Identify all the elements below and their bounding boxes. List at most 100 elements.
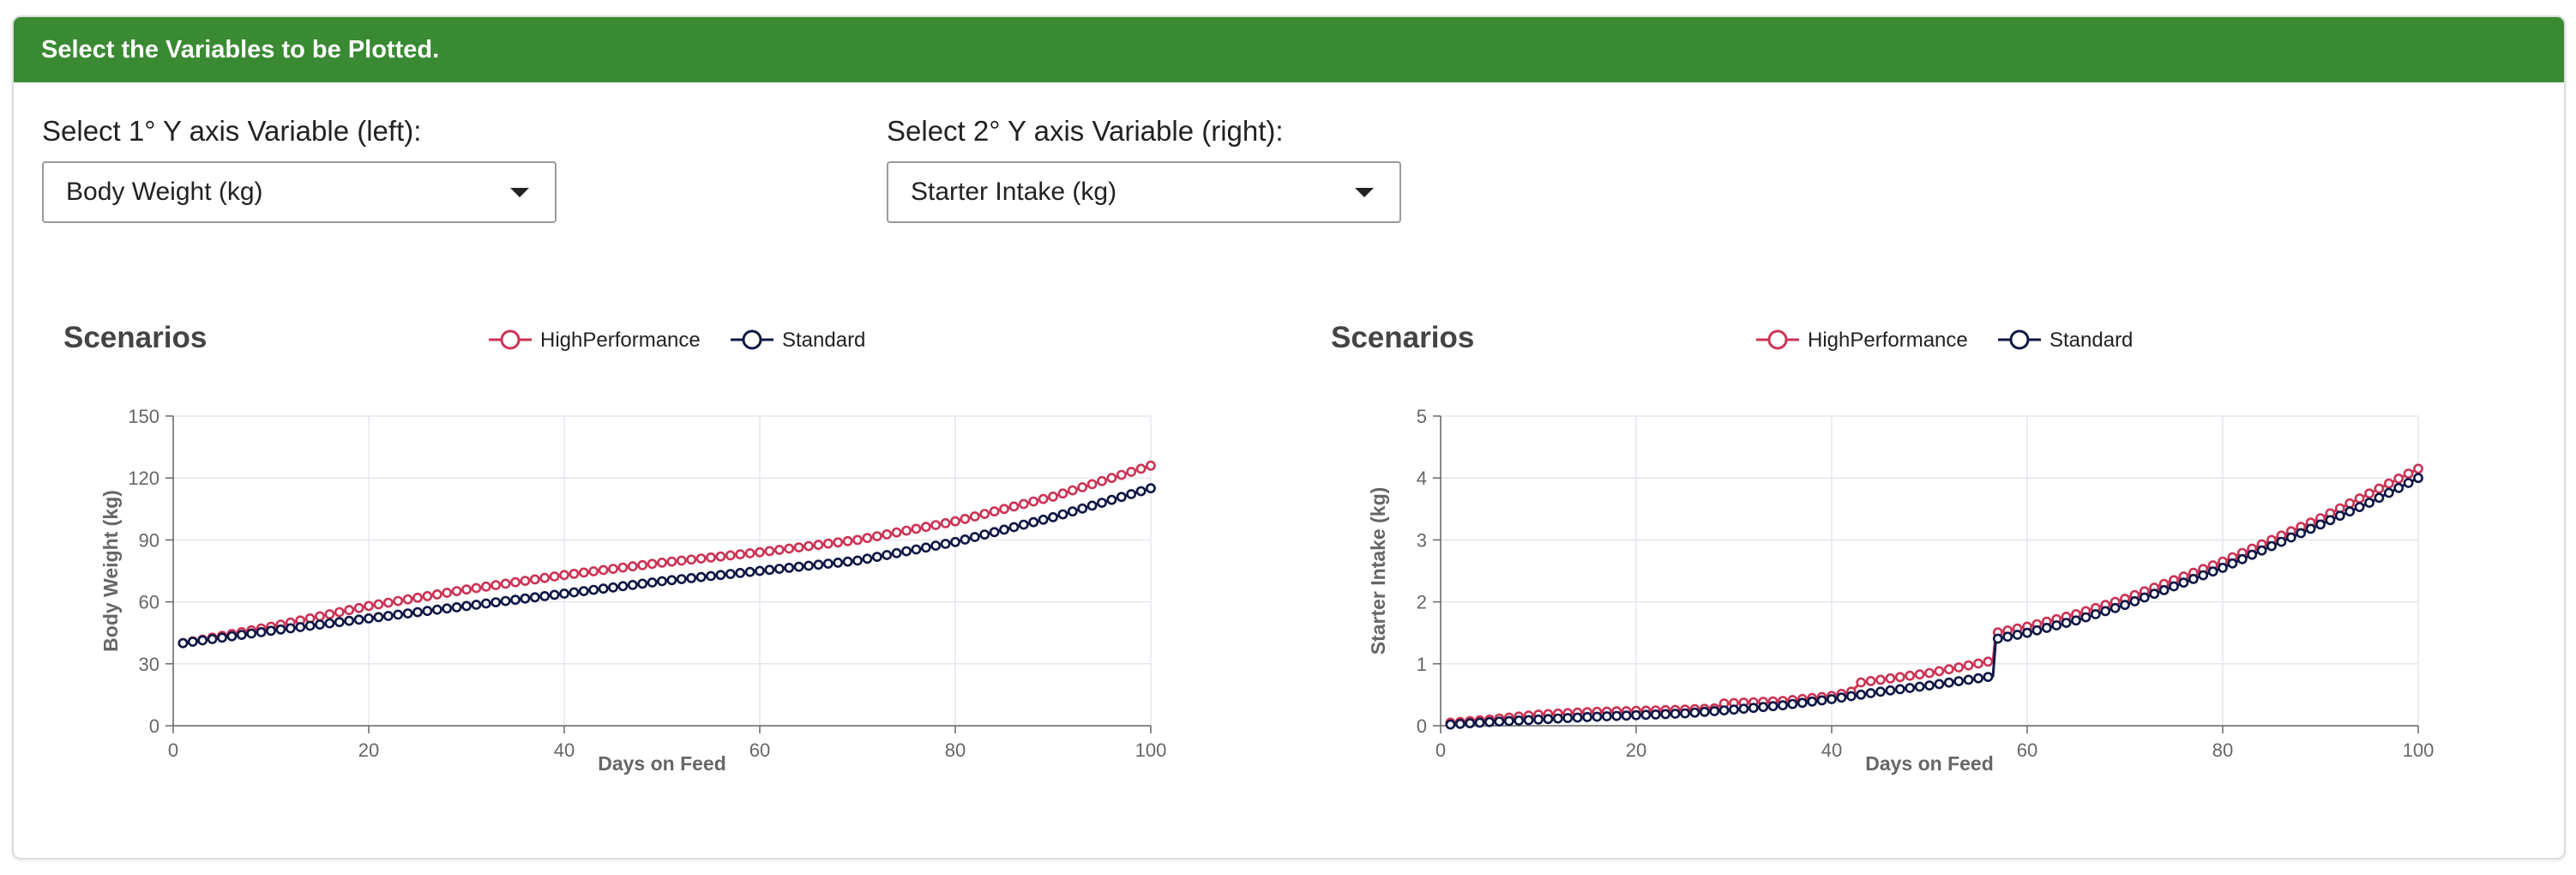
chart1-point-1-19[interactable] — [1621, 710, 1632, 721]
chart1-point-1-66[interactable] — [2080, 612, 2091, 623]
chart0-point-1-100[interactable] — [1146, 483, 1156, 494]
chart1-point-1-34[interactable] — [1767, 701, 1779, 712]
chart1-point-1-27[interactable] — [1699, 706, 1710, 717]
chart0-point-0-15[interactable] — [315, 611, 325, 622]
chart0-point-0-52[interactable] — [676, 555, 687, 566]
chart1-point-0-48[interactable] — [1905, 670, 1916, 681]
chart1-point-1-82[interactable] — [2236, 553, 2248, 564]
chart1-point-1-89[interactable] — [2305, 523, 2316, 534]
chart0-point-1-84[interactable] — [989, 527, 1000, 538]
chart1-point-1-61[interactable] — [2031, 625, 2043, 636]
chart1-point-1-92[interactable] — [2334, 510, 2345, 522]
chart0-point-0-54[interactable] — [695, 553, 707, 564]
chart0-point-0-17[interactable] — [334, 606, 345, 618]
chart1-point-1-24[interactable] — [1670, 709, 1681, 719]
chart0-point-0-90[interactable] — [1048, 491, 1058, 502]
chart0-point-1-36[interactable] — [520, 593, 531, 604]
chart0-point-0-94[interactable] — [1086, 479, 1098, 490]
chart1-point-1-41[interactable] — [1836, 692, 1847, 703]
chart0-point-1-65[interactable] — [803, 560, 814, 571]
chart1-point-1-47[interactable] — [1894, 684, 1905, 695]
chart0-point-1-93[interactable] — [1077, 503, 1088, 514]
chart0-point-0-68[interactable] — [833, 537, 844, 548]
chart1-point-1-90[interactable] — [2315, 519, 2326, 530]
chart0-point-0-51[interactable] — [666, 556, 677, 567]
chart0-point-0-93[interactable] — [1077, 482, 1088, 492]
chart1-point-1-15[interactable] — [1582, 711, 1592, 722]
chart1-point-1-97[interactable] — [2383, 487, 2394, 498]
chart0-point-0-45[interactable] — [608, 564, 618, 574]
chart1-point-1-77[interactable] — [2188, 573, 2199, 584]
chart1-point-1-17[interactable] — [1601, 711, 1612, 721]
chart0-point-0-37[interactable] — [529, 574, 540, 585]
chart0-point-1-55[interactable] — [706, 570, 716, 582]
chart1-point-1-54[interactable] — [1963, 674, 1974, 685]
chart0-point-1-80[interactable] — [950, 536, 960, 547]
chart0-point-0-96[interactable] — [1106, 473, 1117, 484]
chart1-point-1-38[interactable] — [1807, 696, 1818, 707]
chart0-point-1-90[interactable] — [1048, 511, 1058, 522]
chart0-point-0-23[interactable] — [393, 595, 404, 606]
chart1-point-1-16[interactable] — [1592, 711, 1603, 722]
chart0-point-0-89[interactable] — [1038, 493, 1049, 504]
chart1-point-1-44[interactable] — [1865, 688, 1876, 698]
chart0-point-1-99[interactable] — [1135, 486, 1147, 497]
chart1-point-1-99[interactable] — [2403, 478, 2414, 488]
chart0-point-1-17[interactable] — [334, 617, 345, 628]
chart0-point-1-20[interactable] — [364, 612, 374, 624]
chart0-point-0-82[interactable] — [969, 511, 980, 522]
chart0-point-1-48[interactable] — [637, 578, 648, 589]
chart1-point-0-98[interactable] — [2393, 473, 2404, 484]
chart0-point-1-42[interactable] — [578, 586, 589, 596]
chart1-point-1-60[interactable] — [2022, 627, 2032, 638]
chart0-point-1-83[interactable] — [979, 529, 990, 540]
chart0-point-1-26[interactable] — [422, 606, 433, 617]
chart1-point-1-3[interactable] — [1465, 718, 1476, 728]
chart1-point-1-20[interactable] — [1631, 709, 1641, 721]
chart0-point-1-30[interactable] — [461, 600, 472, 612]
chart1-point-1-23[interactable] — [1660, 709, 1671, 720]
chart0-point-1-5[interactable] — [217, 632, 227, 643]
chart1-point-0-46[interactable] — [1885, 673, 1896, 684]
chart0-point-1-44[interactable] — [598, 583, 609, 594]
chart0-point-0-24[interactable] — [402, 594, 413, 605]
chart1-point-0-52[interactable] — [1943, 664, 1954, 675]
chart0-point-0-28[interactable] — [442, 588, 453, 598]
chart0-point-0-77[interactable] — [920, 522, 931, 533]
chart0-point-1-76[interactable] — [911, 544, 922, 555]
chart0-point-1-71[interactable] — [862, 553, 873, 564]
chart0-point-0-18[interactable] — [344, 605, 355, 616]
chart1-point-0-53[interactable] — [1953, 662, 1965, 673]
chart1-point-1-26[interactable] — [1689, 707, 1700, 718]
chart1-point-1-40[interactable] — [1827, 694, 1837, 704]
chart0-point-1-40[interactable] — [559, 588, 569, 599]
chart1-point-1-85[interactable] — [2266, 540, 2277, 552]
chart0-point-0-85[interactable] — [999, 504, 1009, 515]
chart0-point-1-91[interactable] — [1057, 509, 1068, 520]
chart0-point-1-7[interactable] — [236, 630, 247, 640]
chart1-point-1-72[interactable] — [2139, 592, 2150, 603]
chart0-point-1-85[interactable] — [999, 524, 1009, 535]
chart1-point-1-45[interactable] — [1875, 686, 1886, 697]
chart0-point-1-11[interactable] — [275, 624, 286, 635]
chart1-point-1-32[interactable] — [1748, 703, 1759, 714]
chart0-point-0-75[interactable] — [901, 525, 912, 536]
chart1-point-1-35[interactable] — [1778, 700, 1788, 711]
chart1-point-0-97[interactable] — [2383, 478, 2394, 489]
chart1-point-1-64[interactable] — [2061, 618, 2072, 628]
chart1-point-1-28[interactable] — [1709, 706, 1720, 716]
chart1-point-1-18[interactable] — [1611, 710, 1622, 721]
chart1-point-0-50[interactable] — [1924, 667, 1935, 679]
chart0-point-1-45[interactable] — [608, 582, 618, 593]
chart1-point-1-13[interactable] — [1562, 713, 1574, 723]
chart1-point-1-56[interactable] — [1983, 672, 1994, 682]
chart0-point-0-32[interactable] — [480, 581, 491, 592]
chart1-point-1-50[interactable] — [1924, 680, 1935, 691]
chart1-point-1-51[interactable] — [1934, 679, 1945, 690]
chart1-point-1-12[interactable] — [1552, 713, 1563, 724]
chart0-point-1-62[interactable] — [773, 564, 785, 574]
chart0-point-0-78[interactable] — [930, 520, 942, 530]
chart0-point-1-32[interactable] — [480, 598, 491, 609]
chart0-point-0-48[interactable] — [637, 559, 648, 570]
chart0-point-1-27[interactable] — [431, 604, 442, 615]
